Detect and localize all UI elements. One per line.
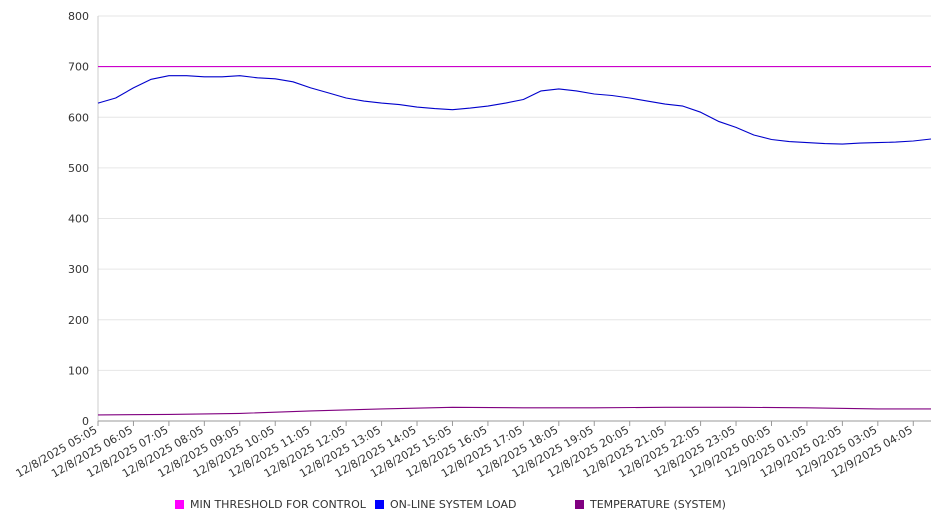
legend-item-system-load[interactable]: ON-LINE SYSTEM LOAD <box>375 498 516 511</box>
y-tick-label-600: 600 <box>68 111 89 124</box>
y-tick-label-500: 500 <box>68 162 89 175</box>
y-tick-label-100: 100 <box>68 364 89 377</box>
series-lines <box>97 66 932 416</box>
legend-swatch-system-load <box>375 500 384 509</box>
legend-swatch-min-threshold <box>175 500 184 509</box>
legend-label-temperature: TEMPERATURE (SYSTEM) <box>590 498 726 511</box>
y-tick-label-700: 700 <box>68 61 89 74</box>
legend-swatch-temperature <box>575 500 584 509</box>
y-tick-label-400: 400 <box>68 213 89 226</box>
y-axis-ticks: 0 100 200 300 400 500 600 700 800 <box>68 10 89 428</box>
axes <box>97 16 931 422</box>
series-line-1 <box>97 75 932 145</box>
legend-item-temperature[interactable]: TEMPERATURE (SYSTEM) <box>575 498 726 511</box>
y-tick-label-0: 0 <box>82 415 89 428</box>
grid-lines <box>98 15 931 371</box>
legend-label-system-load: ON-LINE SYSTEM LOAD <box>390 498 517 511</box>
y-tick-label-200: 200 <box>68 314 89 327</box>
y-tick-label-300: 300 <box>68 263 89 276</box>
legend-item-min-threshold[interactable]: MIN THRESHOLD FOR CONTROL <box>175 498 366 511</box>
series-line-2 <box>97 406 931 416</box>
legend-label-min-threshold: MIN THRESHOLD FOR CONTROL <box>190 498 366 511</box>
y-tick-label-800: 800 <box>68 10 89 23</box>
legend: MIN THRESHOLD FOR CONTROL ON-LINE SYSTEM… <box>0 498 946 516</box>
